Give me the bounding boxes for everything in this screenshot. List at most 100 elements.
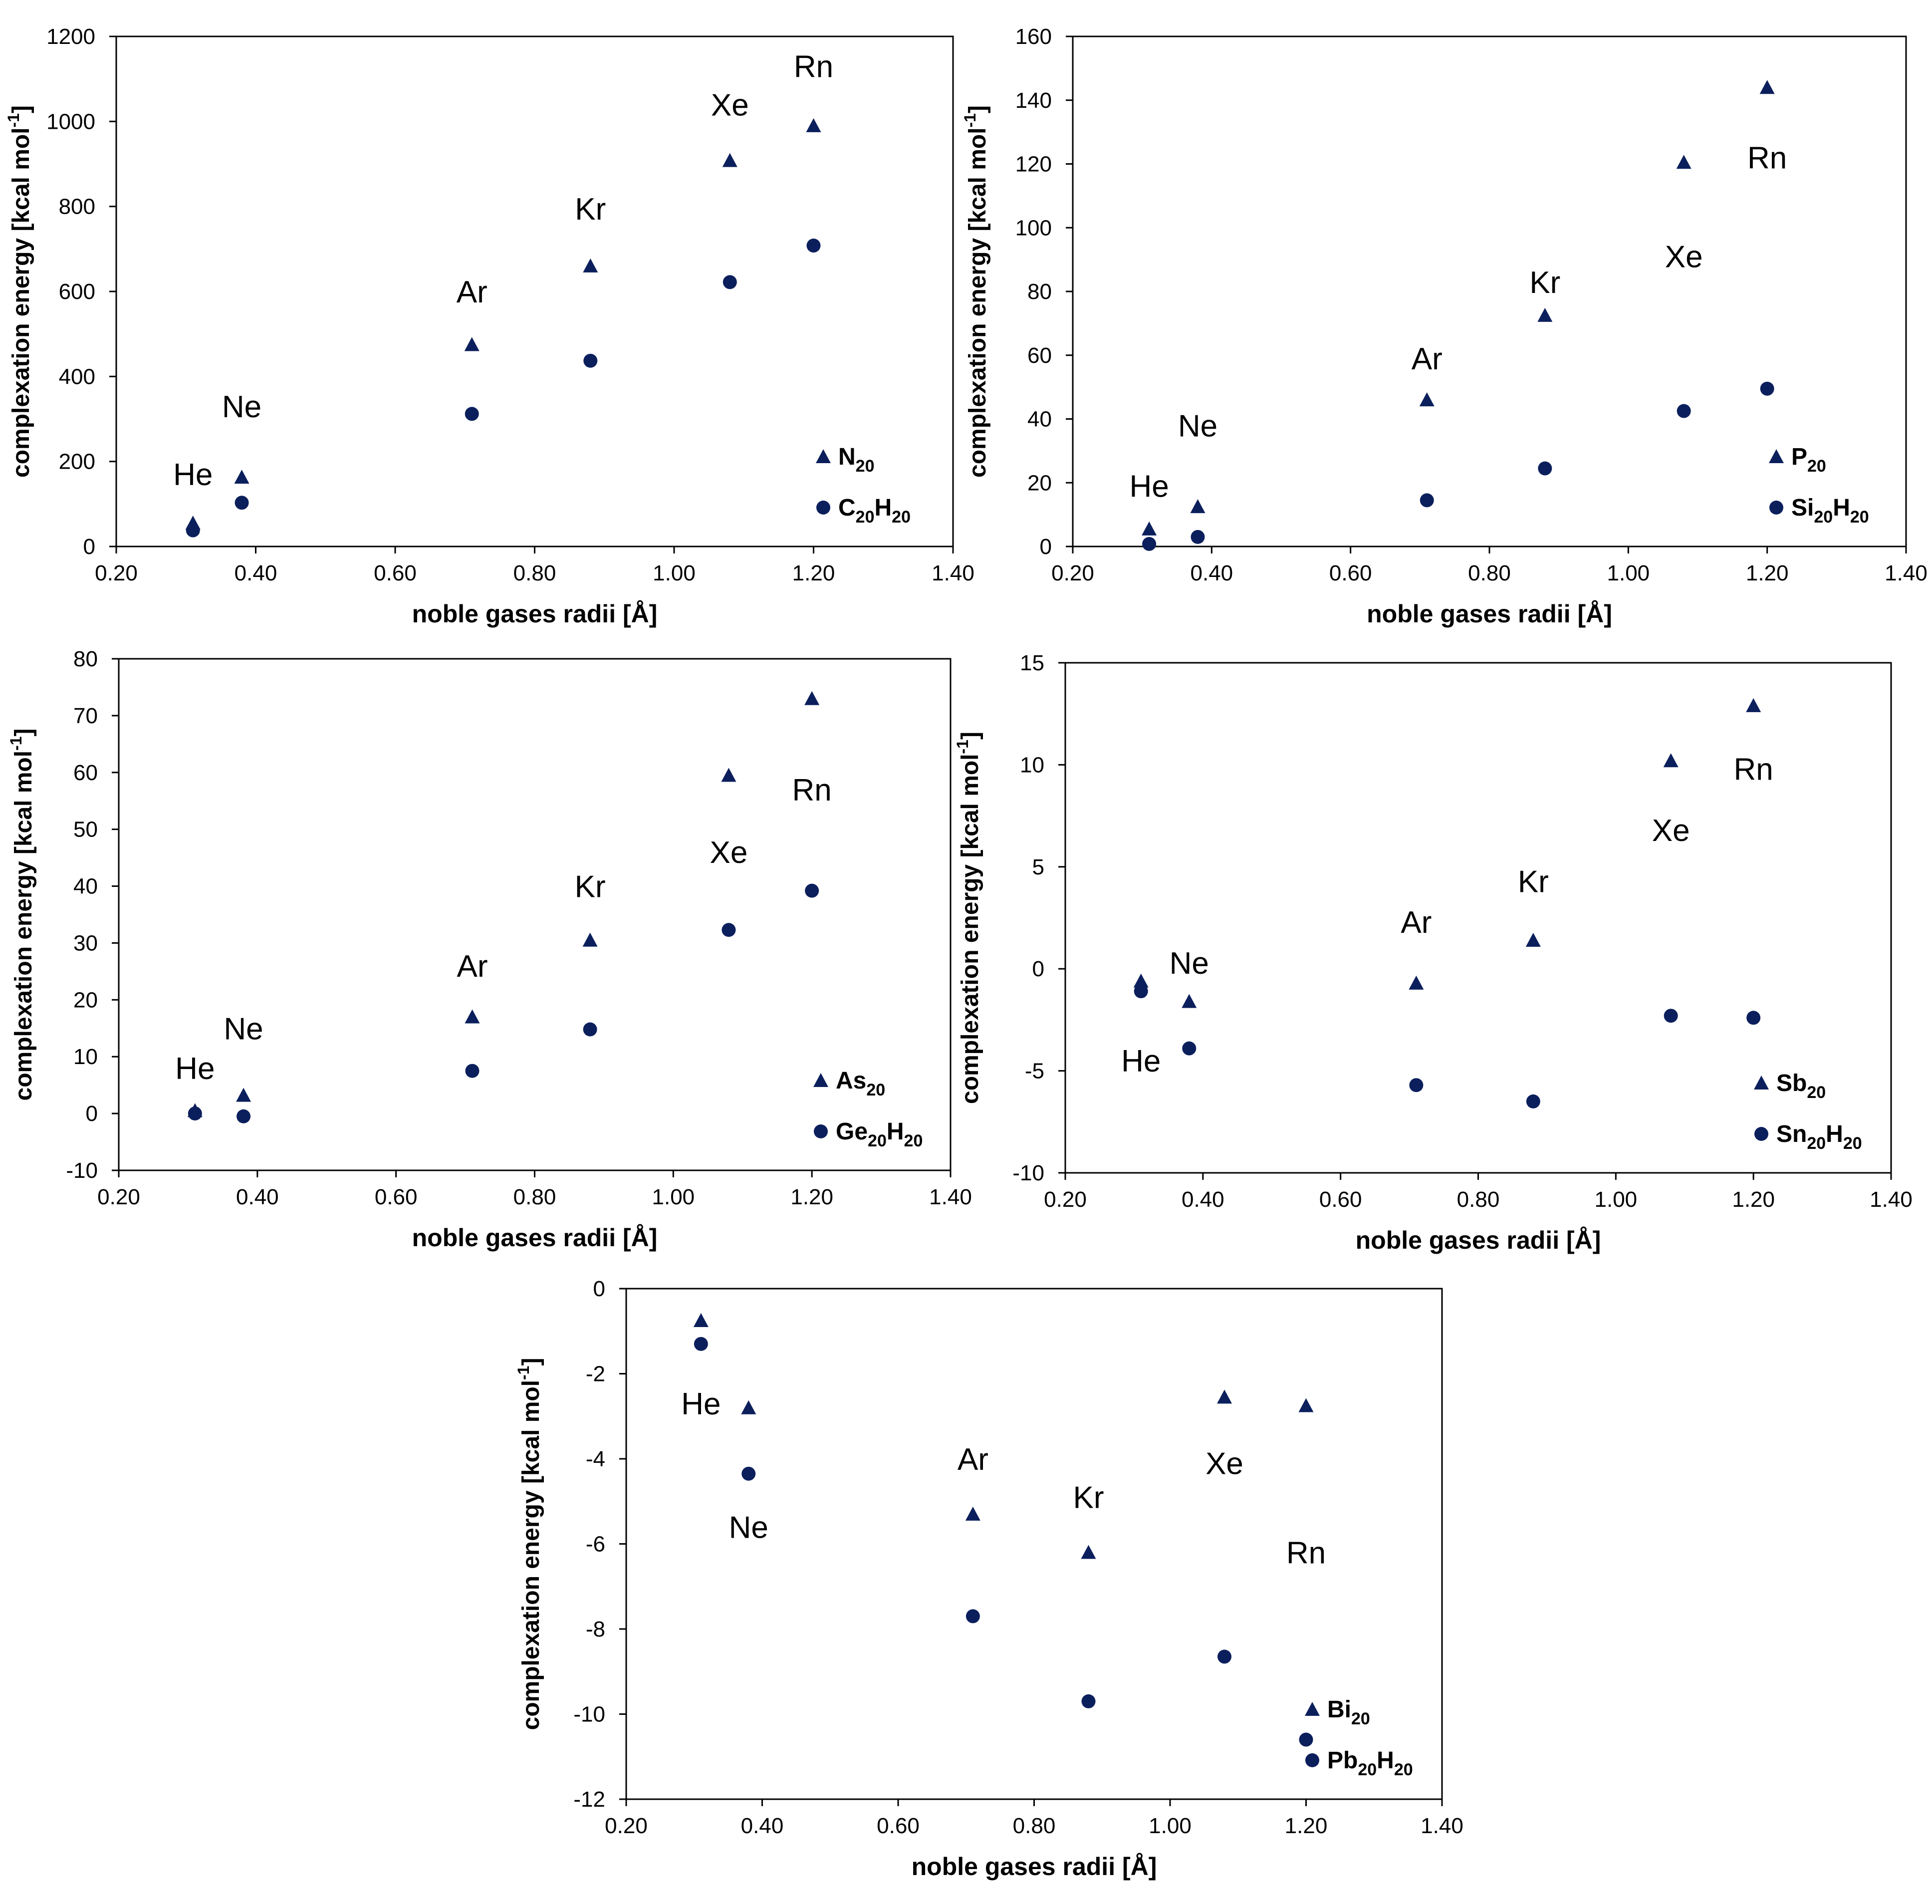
element-label-kr: Kr — [575, 192, 606, 227]
data-point-circle — [1760, 381, 1774, 396]
x-tick-label: 1.00 — [1149, 1814, 1192, 1838]
data-point-triangle — [1142, 521, 1157, 536]
data-point-circle — [237, 1109, 251, 1123]
y-axis-label: complexation energy [kcal mol-1] — [514, 1358, 544, 1730]
legend-entry-Sb20: Sb20 — [1754, 1070, 1826, 1102]
data-point-triangle — [582, 932, 598, 947]
data-point-circle — [694, 1337, 708, 1351]
element-label-kr: Kr — [1073, 1481, 1104, 1515]
data-point-circle — [806, 239, 821, 253]
legend-label: Pb20H20 — [1327, 1747, 1413, 1779]
data-point-triangle — [693, 1313, 709, 1327]
legend-entry-C20H20: C20H20 — [816, 495, 911, 527]
y-axis-label: complexation energy [kcal mol-1] — [954, 732, 983, 1104]
y-tick-label: 0 — [1032, 957, 1044, 981]
legend-entry-Si20H20: Si20H20 — [1769, 495, 1869, 527]
data-point-triangle — [465, 1009, 480, 1024]
y-tick-label: 70 — [73, 704, 98, 728]
legend-entry-Pb20H20: Pb20H20 — [1305, 1747, 1413, 1779]
y-tick-label: -6 — [586, 1532, 605, 1557]
data-point-triangle — [1419, 392, 1435, 407]
x-tick-label: 1.40 — [1885, 561, 1928, 585]
series-Si20H20 — [1142, 381, 1774, 551]
y-tick-label: -2 — [586, 1362, 605, 1386]
legend-entry-Bi20: Bi20 — [1305, 1696, 1370, 1728]
x-tick-label: 1.20 — [790, 1185, 833, 1209]
y-tick-label: 20 — [73, 988, 98, 1012]
x-axis-label: noble gases radii [Å] — [1356, 1226, 1601, 1254]
x-tick-label: 1.00 — [1595, 1187, 1638, 1212]
data-point-triangle — [464, 337, 480, 351]
y-tick-label: 5 — [1032, 855, 1044, 879]
data-point-circle — [1526, 1094, 1540, 1108]
data-point-triangle — [1676, 155, 1691, 169]
data-point-circle — [1081, 1694, 1096, 1708]
x-tick-label: 0.20 — [97, 1185, 140, 1209]
data-point-triangle — [1663, 753, 1679, 768]
data-point-circle — [1677, 404, 1691, 418]
plot-5: 0.20 0.40 0.60 0.80 1.00 1.20 1.40 -12 -10 -8 -6 -4… — [514, 1277, 1463, 1881]
data-point-triangle — [583, 258, 598, 272]
legend-entry-Ge20H20: Ge20H20 — [814, 1118, 923, 1150]
x-tick-label: 0.40 — [741, 1814, 784, 1838]
x-axis-label: noble gases radii [Å] — [412, 1224, 658, 1252]
x-tick-label: 0.20 — [1044, 1187, 1087, 1212]
x-tick-label: 1.20 — [792, 561, 835, 585]
legend-label: P20 — [1791, 444, 1826, 476]
y-tick-label: 1200 — [46, 24, 95, 49]
data-point-circle — [805, 883, 819, 898]
legend-label: N20 — [838, 444, 875, 476]
legend-marker-triangle — [816, 449, 831, 463]
data-point-circle — [1191, 530, 1205, 544]
x-tick-label: 0.80 — [513, 561, 556, 585]
legend-entry-Sn20H20: Sn20H20 — [1754, 1121, 1862, 1153]
data-point-circle — [583, 1022, 597, 1037]
data-point-triangle — [722, 153, 737, 167]
element-label-ne: Ne — [224, 1012, 263, 1046]
plot-3: 0.20 0.40 0.60 0.80 1.00 1.20 1.40 -10 0 10 20 30 40… — [7, 647, 972, 1252]
data-point-circle — [1217, 1649, 1231, 1664]
legend-label: Sb20 — [1776, 1070, 1826, 1102]
element-label-xe: Xe — [1665, 240, 1703, 274]
plot-1: 0.20 0.40 0.60 0.80 1.00 1.20 1.40 0 200 400 600 80… — [4, 24, 974, 628]
x-tick-label: 0.20 — [95, 561, 138, 585]
data-point-triangle — [1217, 1389, 1232, 1404]
data-point-triangle — [741, 1400, 756, 1414]
element-label-kr: Kr — [1529, 266, 1560, 300]
legend-label: Si20H20 — [1791, 495, 1869, 527]
y-tick-label: 80 — [73, 647, 98, 671]
y-tick-label: 200 — [59, 450, 95, 474]
x-tick-label: 0.40 — [1182, 1187, 1224, 1212]
y-tick-label: 600 — [59, 279, 95, 304]
series-Bi20 — [693, 1313, 1314, 1559]
data-point-triangle — [804, 691, 820, 705]
x-tick-label: 0.20 — [1051, 561, 1094, 585]
legend-label: As20 — [836, 1068, 885, 1099]
data-point-circle — [1746, 1011, 1761, 1025]
element-label-ar: Ar — [1412, 342, 1443, 376]
x-tick-label: 0.60 — [1329, 561, 1372, 585]
series-P20 — [1142, 80, 1775, 536]
y-tick-label: 1000 — [46, 109, 95, 134]
y-tick-label: 160 — [1015, 24, 1052, 49]
y-tick-label: -4 — [586, 1447, 605, 1471]
x-tick-label: 1.40 — [929, 1185, 972, 1209]
element-label-he: He — [681, 1387, 721, 1421]
legend-label: Sn20H20 — [1776, 1121, 1862, 1153]
element-label-ar: Ar — [1401, 905, 1432, 940]
data-point-circle — [186, 523, 200, 538]
y-tick-label: 60 — [1027, 343, 1052, 368]
x-tick-label: 0.60 — [1319, 1187, 1362, 1212]
data-point-triangle — [721, 768, 736, 782]
data-point-circle — [1182, 1041, 1197, 1056]
data-point-triangle — [1759, 80, 1775, 94]
y-tick-label: 80 — [1027, 279, 1052, 304]
data-point-circle — [1538, 461, 1552, 476]
element-label-he: He — [1129, 470, 1169, 504]
data-point-triangle — [1409, 975, 1424, 990]
data-point-triangle — [806, 118, 821, 132]
y-tick-label: 50 — [73, 817, 98, 842]
x-tick-label: 0.80 — [1013, 1814, 1056, 1838]
